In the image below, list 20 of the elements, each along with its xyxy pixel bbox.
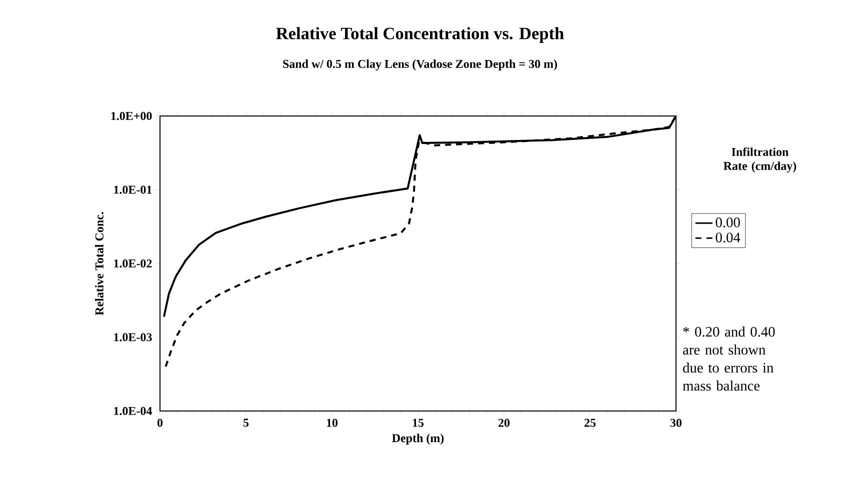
y-tick-label: 1.0E-04	[114, 406, 152, 416]
y-tick-label: 1.0E+00	[111, 112, 152, 120]
legend-title: Infiltration Rate (cm/day)	[724, 147, 796, 173]
y-tick-label: 1.0E-01	[114, 186, 152, 194]
x-tick-label: 30	[670, 418, 682, 427]
legend-label: 0.04	[716, 232, 740, 242]
chart-title: Relative Total Concentration vs. Depth	[276, 27, 564, 43]
x-tick-label: 20	[498, 418, 510, 427]
x-tick-label: 0	[157, 418, 163, 427]
legend-label: 0.00	[716, 218, 740, 228]
text: * 0.20 and 0.40 are not shown due to errors in mass balance	[682, 326, 775, 391]
chart-subtitle: Sand w/ 0.5 m Clay Lens (Vadose Zone Depth = 30 m)	[283, 60, 557, 70]
y-tick-label: 1.0E-03	[114, 333, 152, 342]
x-tick-label: 5	[243, 418, 249, 427]
y-tick-label: 1.0E-02	[114, 259, 152, 268]
x-tick-label: 10	[326, 418, 338, 427]
y-axis-title: Relative Total Conc.	[95, 212, 104, 316]
x-tick-label: 15	[412, 418, 424, 427]
x-axis-title: Depth (m)	[392, 434, 444, 445]
x-tick-label: 25	[584, 418, 596, 427]
